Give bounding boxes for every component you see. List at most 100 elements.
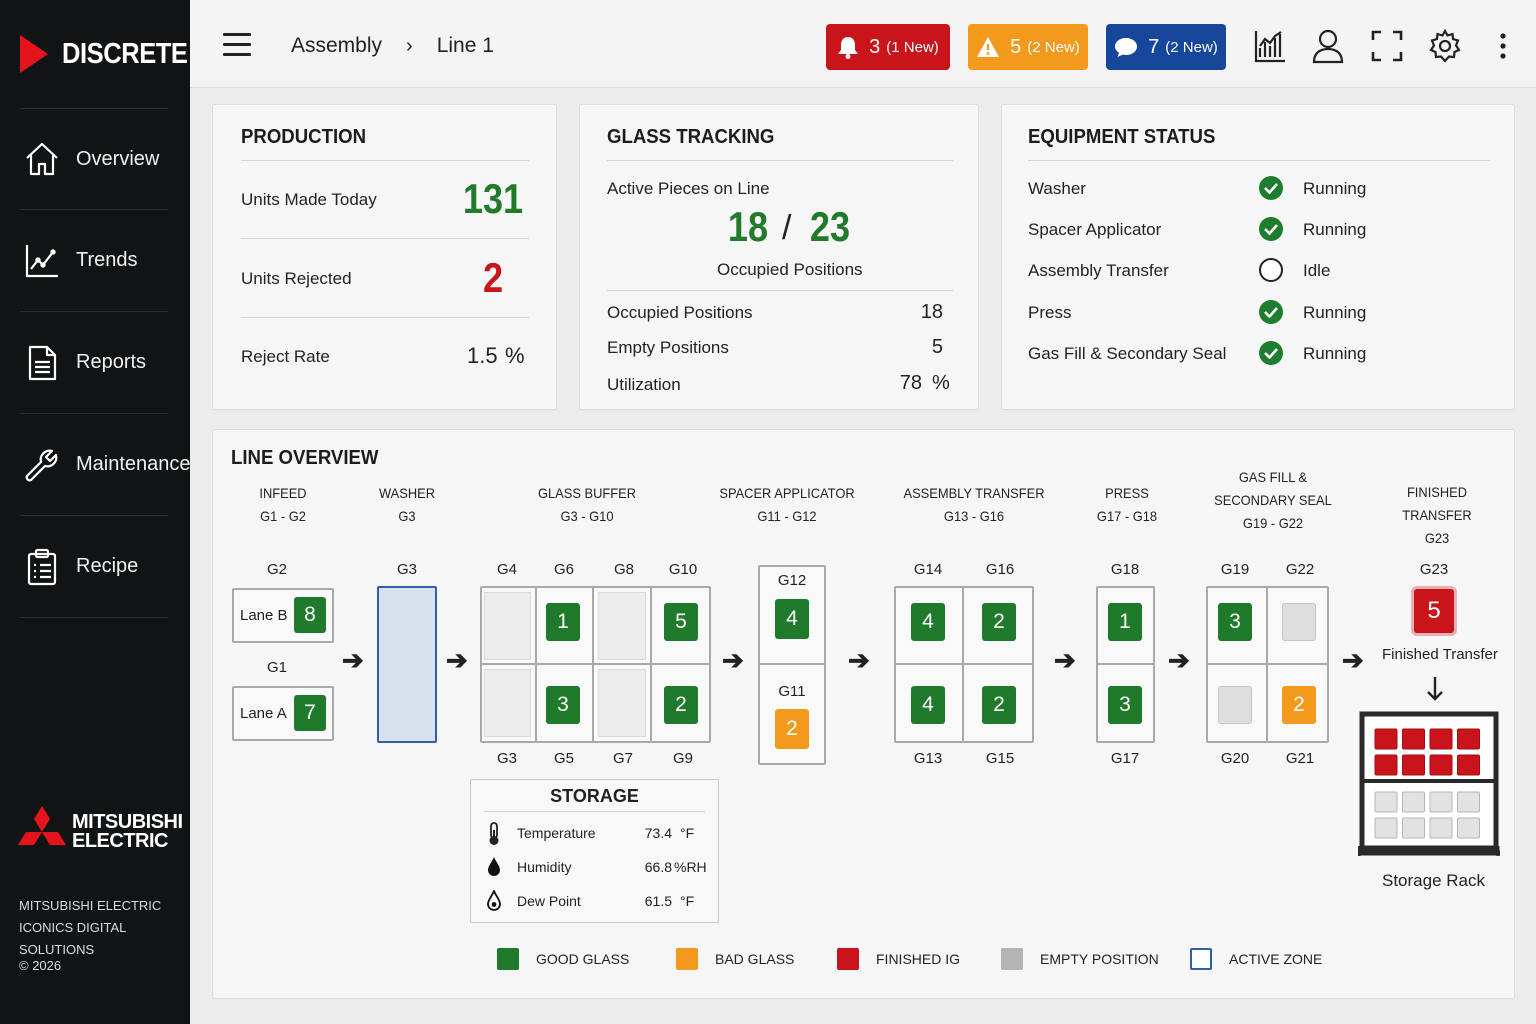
glass-tile-g10[interactable]: 5 [664,603,698,641]
active-pieces-value: 18 [727,203,769,250]
fullscreen-icon[interactable] [1370,28,1404,64]
breadcrumb-item-line[interactable]: Line 1 [436,34,494,57]
arrow-right-icon: ➔ [848,645,870,675]
more-vertical-icon[interactable] [1486,28,1520,64]
empty-position-g3[interactable] [484,669,531,737]
units-rejected-label: Units Rejected [241,269,352,288]
analytics-chart-icon[interactable] [1253,28,1287,64]
thermometer-icon [489,822,499,845]
washer-active-zone[interactable] [377,586,437,743]
glass-tile-lane-a[interactable]: 7 [294,695,326,731]
legend-swatch-bad [676,948,698,970]
position-label-g17: G17 [1110,750,1140,767]
sidebar-item-label: Trends [76,249,138,271]
glass-tile-g5[interactable]: 3 [546,686,580,724]
legend-swatch-empty [1001,948,1023,970]
legend-swatch-finished [837,948,859,970]
equipment-status-panel: EQUIPMENT STATUS Washer Running Spacer A… [1001,104,1515,410]
logo-line2: ELECTRIC [72,830,168,852]
bell-icon [838,37,859,59]
alarms-badge[interactable]: 3 (1 New) [826,24,950,70]
sidebar-item-maintenance[interactable]: Maintenance [20,414,191,516]
station-buffer-header: GLASS BUFFER G3 - G10 [537,485,637,524]
warnings-badge[interactable]: 5 (2 New) [968,24,1088,70]
rack-slot-filled [1457,728,1480,750]
line-overview-title: LINE OVERVIEW [231,447,379,469]
glass-tile-g12[interactable]: 4 [775,599,809,639]
rack-slot-filled [1374,728,1398,750]
storage-dewpoint-unit: °F [680,893,695,909]
menu-icon[interactable] [223,33,251,57]
messages-count: 7 [1148,35,1160,58]
sidebar-item-trends[interactable]: Trends [20,210,168,312]
storage-temperature-label: Temperature [517,825,596,841]
sidebar-item-recipe[interactable]: Recipe [20,516,168,618]
empty-position-g4[interactable] [484,592,531,660]
legend-label: EMPTY POSITION [1040,951,1159,967]
copyright: © 2026 [19,958,62,973]
breadcrumb-item-assembly[interactable]: Assembly [291,34,383,57]
rack-slot-filled [1457,754,1480,776]
rack-slot-empty [1429,791,1453,813]
glass-tile-g14[interactable]: 4 [911,603,945,641]
glass-tile-g15[interactable]: 2 [982,686,1016,724]
glass-tile-g9[interactable]: 2 [664,686,698,724]
equipment-status: Running [1303,179,1367,198]
messages-badge[interactable]: 7 (2 New) [1106,24,1226,70]
storage-dewpoint-label: Dew Point [517,893,581,909]
glass-tile-g17[interactable]: 3 [1108,686,1142,724]
position-label-g20: G20 [1220,750,1250,767]
rack-slot-empty [1402,791,1425,813]
position-label-g9: G9 [672,750,693,767]
sidebar-item-label: Maintenance [76,453,191,475]
equipment-status: Running [1303,303,1367,322]
position-label-g3: G3 [396,561,417,578]
sidebar-item-reports[interactable]: Reports [20,312,168,414]
utilization-label: Utilization [607,375,681,394]
storage-rack-caption: Storage Rack [1382,871,1485,890]
finished-transfer-caption: Finished Transfer [1382,646,1498,663]
trend-chart-icon [25,244,58,277]
warning-triangle-icon [977,37,1000,57]
empty-position-g7[interactable] [598,669,646,737]
gear-icon[interactable] [1428,28,1462,64]
position-label-g22: G22 [1285,561,1315,578]
glass-tile-lane-b[interactable]: 8 [294,597,326,633]
glass-tile-g18[interactable]: 1 [1108,603,1142,641]
equipment-name: Assembly Transfer [1028,261,1169,280]
droplet-icon [488,857,500,876]
position-label-g7: G7 [612,750,633,767]
position-label-g15: G15 [985,750,1015,767]
rack-slot-filled [1402,728,1425,750]
storage-panel [470,779,719,923]
rack-slot-filled [1429,754,1453,776]
rack-slot-filled [1374,754,1398,776]
glass-tile-g13[interactable]: 4 [911,686,945,724]
glass-tile-g11[interactable]: 2 [775,709,809,749]
glass-tile-g16[interactable]: 2 [982,603,1016,641]
equipment-status: Running [1303,344,1367,363]
glass-tile-g21[interactable]: 2 [1282,686,1316,724]
legend-active-zone: ACTIVE ZONE [1190,948,1322,970]
empty-position-g20[interactable] [1218,686,1252,724]
running-check-icon [1259,341,1283,365]
total-positions-value: 23 [809,203,851,250]
sidebar-item-overview[interactable]: Overview [20,108,168,210]
position-label-g8: G8 [613,561,634,578]
reject-rate-label: Reject Rate [241,347,330,366]
station-spacer-header: SPACER APPLICATOR G11 - G12 [719,485,855,524]
station-infeed-header: INFEED G1 - G2 [259,485,307,524]
wrench-icon [25,449,58,481]
storage-rack[interactable] [1358,710,1502,858]
brand-logo[interactable]: DISCRETE [20,34,205,74]
empty-position-g8[interactable] [598,592,646,660]
storage-dewpoint-value: 61.5 [644,893,672,909]
glass-tile-g19[interactable]: 3 [1218,603,1252,641]
finished-ig-tile-g23[interactable]: 5 [1414,589,1454,633]
equipment-name: Press [1028,303,1072,322]
glass-tile-g6[interactable]: 1 [546,603,580,641]
equipment-status: Idle [1303,261,1331,280]
sidebar-item-label: Recipe [76,555,139,577]
empty-position-g22[interactable] [1282,603,1316,641]
user-icon[interactable] [1311,28,1345,64]
